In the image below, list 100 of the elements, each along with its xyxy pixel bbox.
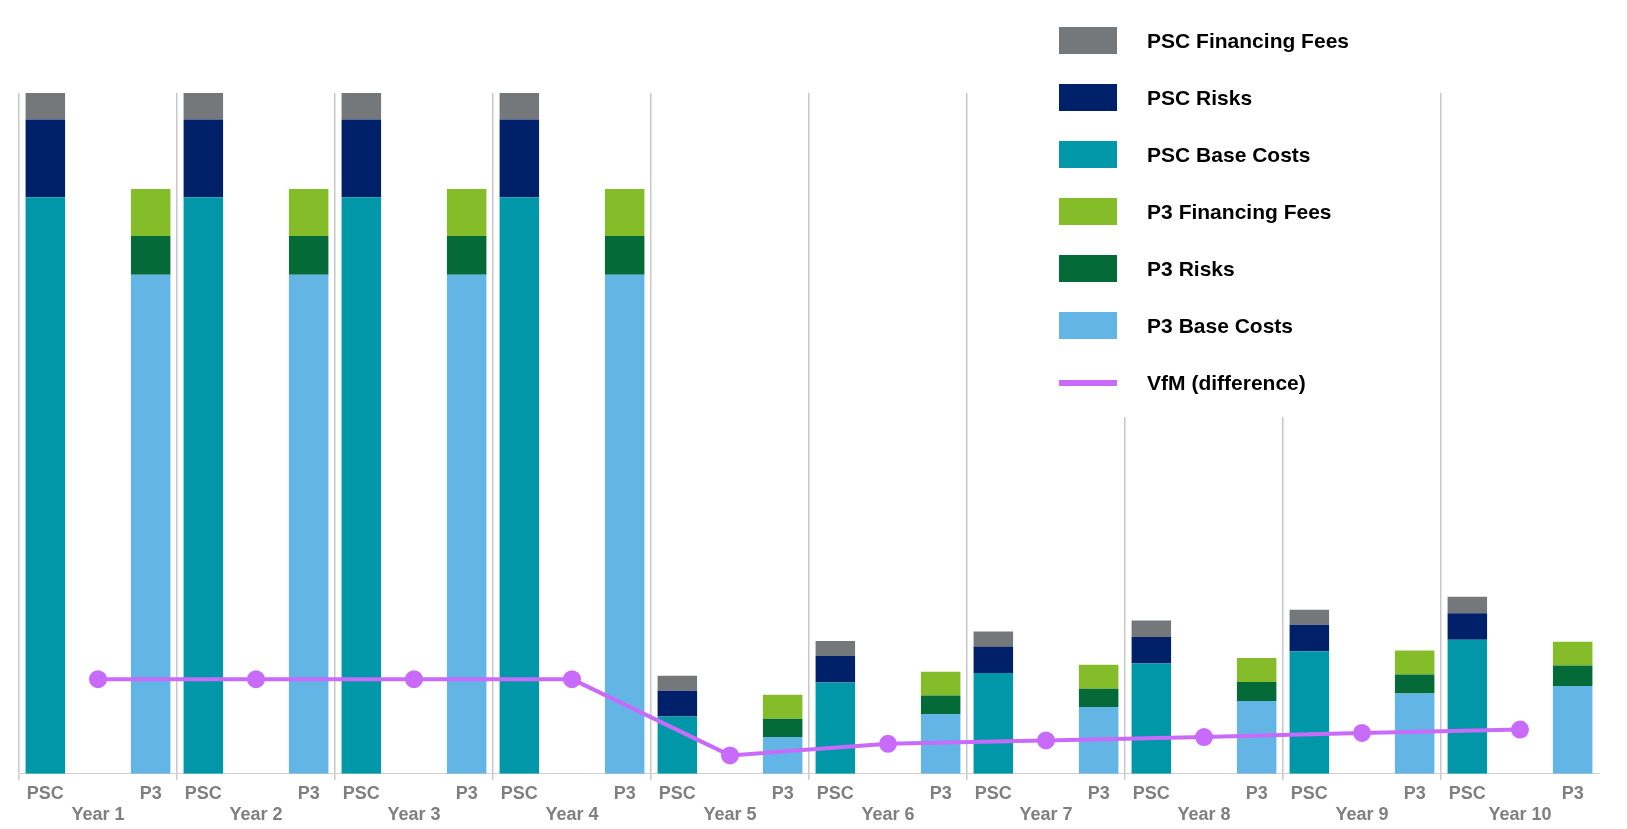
bar bbox=[341, 197, 382, 774]
bar bbox=[1394, 674, 1435, 694]
bar bbox=[973, 673, 1014, 774]
bar bbox=[130, 235, 171, 275]
legend-label: P3 Risks bbox=[1147, 256, 1235, 281]
point bbox=[1511, 720, 1529, 739]
bar bbox=[604, 235, 645, 275]
point bbox=[721, 746, 739, 765]
x-tick-label: PSC bbox=[342, 782, 380, 803]
bar bbox=[1236, 681, 1277, 701]
x-tick-label: Year 9 bbox=[1335, 804, 1389, 825]
point bbox=[879, 734, 897, 753]
x-tick-label: PSC bbox=[816, 782, 854, 803]
bar bbox=[1078, 707, 1119, 774]
bar bbox=[446, 188, 487, 236]
bar bbox=[920, 713, 961, 774]
bar bbox=[1236, 700, 1277, 774]
legend-label: P3 Base Costs bbox=[1147, 313, 1294, 338]
x-tick-label: PSC bbox=[658, 782, 696, 803]
bar bbox=[288, 188, 329, 236]
bar bbox=[815, 656, 856, 683]
bar bbox=[1552, 641, 1593, 666]
bar bbox=[499, 197, 540, 774]
x-tick-label: P3 bbox=[613, 782, 636, 803]
point bbox=[1195, 728, 1213, 747]
x-tick-label: P3 bbox=[929, 782, 952, 803]
bar bbox=[130, 188, 171, 236]
x-tick-label: Year 4 bbox=[545, 804, 599, 825]
legend-label: PSC Financing Fees bbox=[1147, 28, 1349, 53]
bar bbox=[25, 197, 66, 774]
bar bbox=[1289, 651, 1330, 774]
x-tick-label: Year 5 bbox=[703, 804, 757, 825]
bar bbox=[762, 718, 803, 738]
bar bbox=[1289, 609, 1330, 625]
bar bbox=[973, 646, 1014, 674]
x-tick-label: P3 bbox=[139, 782, 162, 803]
bar bbox=[341, 93, 382, 120]
point bbox=[1037, 731, 1055, 750]
x-tick-label: PSC bbox=[974, 782, 1012, 803]
x-tick-label: P3 bbox=[771, 782, 794, 803]
bar bbox=[604, 274, 645, 774]
point bbox=[405, 670, 423, 689]
bar bbox=[1131, 663, 1172, 774]
x-tick-label: Year 6 bbox=[861, 804, 915, 825]
bar bbox=[1447, 639, 1488, 774]
bar bbox=[973, 631, 1014, 647]
x-tick-label: Year 1 bbox=[71, 804, 125, 825]
bar bbox=[25, 93, 66, 120]
x-tick-label: PSC bbox=[1132, 782, 1170, 803]
bar bbox=[815, 682, 856, 774]
bar bbox=[604, 188, 645, 236]
bar bbox=[815, 641, 856, 657]
bar bbox=[446, 235, 487, 275]
bar bbox=[1078, 688, 1119, 708]
x-tick-label: PSC bbox=[26, 782, 64, 803]
point bbox=[89, 670, 107, 689]
bar bbox=[1394, 650, 1435, 675]
point bbox=[563, 670, 581, 689]
legend-label: PSC Risks bbox=[1147, 85, 1253, 110]
x-tick-label: P3 bbox=[455, 782, 478, 803]
bar bbox=[499, 93, 540, 120]
bar bbox=[920, 695, 961, 714]
x-tick-label: Year 10 bbox=[1488, 804, 1552, 825]
bar bbox=[183, 119, 224, 198]
bar bbox=[341, 119, 382, 198]
x-tick-label: Year 3 bbox=[387, 804, 441, 825]
x-tick-label: PSC bbox=[500, 782, 538, 803]
bar bbox=[1236, 658, 1277, 682]
bar bbox=[920, 671, 961, 696]
bar bbox=[288, 235, 329, 275]
point bbox=[1353, 723, 1371, 742]
point bbox=[247, 670, 265, 689]
bar bbox=[288, 274, 329, 774]
x-tick-label: P3 bbox=[1403, 782, 1426, 803]
x-tick-label: Year 2 bbox=[229, 804, 283, 825]
bar bbox=[1289, 624, 1330, 652]
x-tick-label: PSC bbox=[184, 782, 222, 803]
bar bbox=[1552, 685, 1593, 774]
bar bbox=[762, 694, 803, 719]
bar bbox=[25, 119, 66, 198]
x-tick-label: P3 bbox=[1245, 782, 1268, 803]
legend-label: VfM (difference) bbox=[1147, 370, 1306, 395]
x-tick-label: Year 7 bbox=[1019, 804, 1073, 825]
bar bbox=[657, 690, 698, 717]
legend-label: PSC Base Costs bbox=[1147, 142, 1311, 167]
x-tick-label: P3 bbox=[1087, 782, 1110, 803]
bar bbox=[130, 274, 171, 774]
bar bbox=[183, 197, 224, 774]
bar bbox=[1552, 665, 1593, 686]
bar bbox=[1447, 613, 1488, 640]
legend-label: P3 Financing Fees bbox=[1147, 199, 1332, 224]
x-tick-label: P3 bbox=[1561, 782, 1584, 803]
bar bbox=[183, 93, 224, 120]
bar bbox=[1078, 664, 1119, 689]
x-tick-label: Year 8 bbox=[1177, 804, 1231, 825]
bar bbox=[1394, 693, 1435, 774]
bar bbox=[446, 274, 487, 774]
x-tick-label: PSC bbox=[1290, 782, 1328, 803]
bar bbox=[1131, 636, 1172, 664]
x-tick-label: PSC bbox=[1448, 782, 1486, 803]
